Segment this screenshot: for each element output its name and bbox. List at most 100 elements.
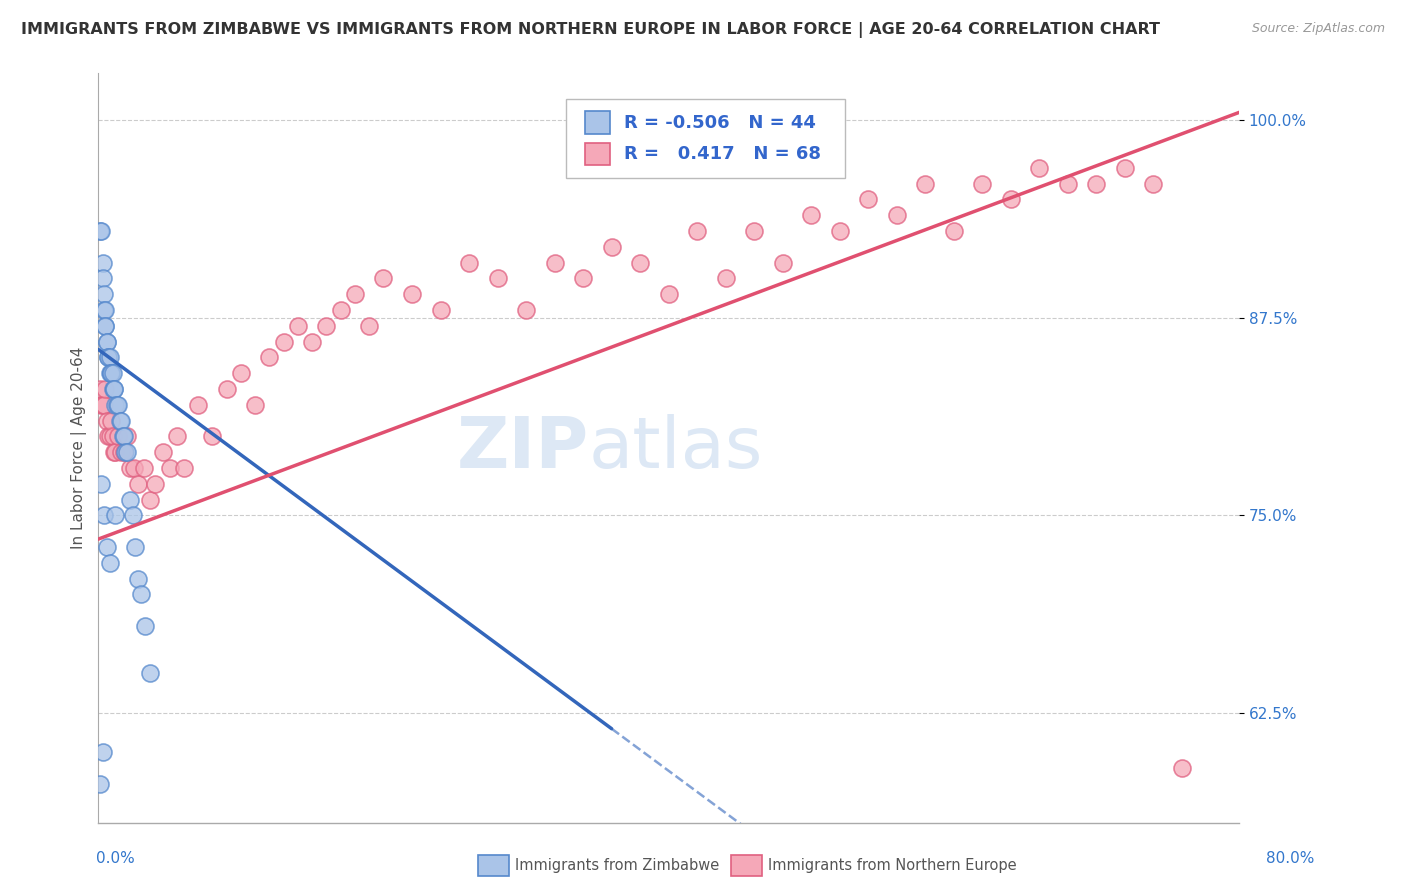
Point xyxy=(215,382,238,396)
Point xyxy=(94,303,117,318)
Point xyxy=(89,382,111,396)
Point xyxy=(91,745,114,759)
Point xyxy=(97,351,120,365)
Point xyxy=(458,255,481,269)
Point xyxy=(101,382,124,396)
Point xyxy=(401,287,423,301)
Point xyxy=(98,351,121,365)
Point xyxy=(1171,761,1194,775)
Point xyxy=(103,382,125,396)
Point xyxy=(108,414,131,428)
Point xyxy=(100,414,122,428)
Point xyxy=(914,177,936,191)
Point xyxy=(543,255,565,269)
Point xyxy=(800,208,823,222)
Point xyxy=(96,334,118,349)
Point xyxy=(122,461,145,475)
Point xyxy=(96,334,118,349)
Point xyxy=(90,224,112,238)
Point xyxy=(1000,193,1022,207)
Point xyxy=(858,193,880,207)
FancyBboxPatch shape xyxy=(585,112,610,134)
Point xyxy=(942,224,965,238)
Point xyxy=(159,461,181,475)
Point xyxy=(243,398,266,412)
Point xyxy=(105,398,128,412)
Point xyxy=(100,366,122,380)
Point xyxy=(1085,177,1108,191)
Point xyxy=(658,287,681,301)
Text: 80.0%: 80.0% xyxy=(1267,851,1315,865)
Text: ZIP: ZIP xyxy=(457,414,589,483)
Point xyxy=(714,271,737,285)
Text: Immigrants from Northern Europe: Immigrants from Northern Europe xyxy=(768,858,1017,872)
Point xyxy=(98,366,121,380)
Point xyxy=(91,255,114,269)
Point xyxy=(104,445,127,459)
Point xyxy=(98,429,121,443)
Point xyxy=(173,461,195,475)
Text: atlas: atlas xyxy=(589,414,763,483)
Point xyxy=(373,271,395,285)
Text: Immigrants from Zimbabwe: Immigrants from Zimbabwe xyxy=(515,858,718,872)
Point xyxy=(107,429,129,443)
Point xyxy=(89,777,111,791)
Point xyxy=(201,429,224,443)
Point xyxy=(112,429,135,443)
Point xyxy=(100,366,122,380)
Text: R = -0.506   N = 44: R = -0.506 N = 44 xyxy=(624,113,815,131)
Point xyxy=(93,303,115,318)
Point xyxy=(101,366,124,380)
Point xyxy=(486,271,509,285)
Point xyxy=(772,255,794,269)
Point xyxy=(118,461,141,475)
Point xyxy=(104,398,127,412)
Point xyxy=(138,492,160,507)
Point xyxy=(166,429,188,443)
Point xyxy=(115,445,138,459)
Point xyxy=(97,429,120,443)
Point xyxy=(90,398,112,412)
Point xyxy=(359,318,381,333)
Point xyxy=(93,287,115,301)
Point xyxy=(98,556,121,570)
Point xyxy=(110,445,132,459)
Point xyxy=(96,414,118,428)
Point xyxy=(97,351,120,365)
Point xyxy=(229,366,252,380)
Point xyxy=(187,398,209,412)
Point xyxy=(129,587,152,601)
Point xyxy=(94,318,117,333)
Point xyxy=(112,445,135,459)
Point xyxy=(152,445,174,459)
Text: Source: ZipAtlas.com: Source: ZipAtlas.com xyxy=(1251,22,1385,36)
Point xyxy=(628,255,651,269)
Point xyxy=(1056,177,1078,191)
Point xyxy=(132,461,155,475)
Point xyxy=(1142,177,1164,191)
Point xyxy=(301,334,323,349)
Point xyxy=(93,508,115,523)
Point xyxy=(104,508,127,523)
Point xyxy=(91,398,114,412)
Point xyxy=(127,476,149,491)
Point xyxy=(90,476,112,491)
Point xyxy=(315,318,337,333)
Text: IMMIGRANTS FROM ZIMBABWE VS IMMIGRANTS FROM NORTHERN EUROPE IN LABOR FORCE | AGE: IMMIGRANTS FROM ZIMBABWE VS IMMIGRANTS F… xyxy=(21,22,1160,38)
FancyBboxPatch shape xyxy=(567,99,845,178)
Point xyxy=(572,271,595,285)
Point xyxy=(91,271,114,285)
Point xyxy=(145,476,167,491)
Point xyxy=(127,572,149,586)
Point xyxy=(134,619,156,633)
Point xyxy=(103,445,125,459)
Point xyxy=(114,445,136,459)
Point xyxy=(429,303,451,318)
Point xyxy=(343,287,366,301)
Point xyxy=(107,398,129,412)
Point xyxy=(686,224,709,238)
Point xyxy=(259,351,281,365)
Y-axis label: In Labor Force | Age 20-64: In Labor Force | Age 20-64 xyxy=(72,347,87,549)
Point xyxy=(103,382,125,396)
Point xyxy=(1114,161,1136,175)
